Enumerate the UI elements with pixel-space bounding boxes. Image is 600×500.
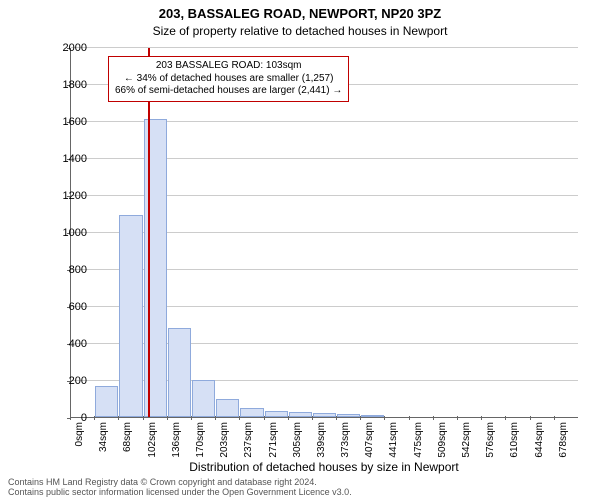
- x-tick-mark: [336, 416, 337, 420]
- bar: [119, 215, 142, 417]
- y-tick-label: 1200: [37, 190, 87, 202]
- x-tick-mark: [191, 416, 192, 420]
- y-tick-label: 2000: [37, 42, 87, 54]
- title-subtitle: Size of property relative to detached ho…: [0, 24, 600, 38]
- x-tick-mark: [409, 416, 410, 420]
- y-tick-label: 200: [37, 375, 87, 387]
- x-axis-label: Distribution of detached houses by size …: [70, 460, 578, 474]
- gridline: [71, 47, 578, 48]
- bar: [361, 415, 384, 417]
- bar: [313, 413, 336, 417]
- x-tick-mark: [457, 416, 458, 420]
- x-tick-mark: [264, 416, 265, 420]
- y-tick-label: 1000: [37, 227, 87, 239]
- annotation-line-3: 66% of semi-detached houses are larger (…: [115, 85, 342, 98]
- annotation-line-1: 203 BASSALEG ROAD: 103sqm: [115, 60, 342, 73]
- y-tick-label: 800: [37, 264, 87, 276]
- y-tick-label: 400: [37, 338, 87, 350]
- x-tick-mark: [312, 416, 313, 420]
- bar: [168, 328, 191, 417]
- x-tick-mark: [433, 416, 434, 420]
- x-tick-mark: [288, 416, 289, 420]
- x-tick-mark: [360, 416, 361, 420]
- x-tick-mark: [530, 416, 531, 420]
- y-tick-label: 0: [37, 412, 87, 424]
- x-tick-mark: [384, 416, 385, 420]
- bar: [192, 380, 215, 417]
- footer: Contains HM Land Registry data © Crown c…: [8, 478, 352, 498]
- bar: [265, 411, 288, 417]
- x-tick-mark: [94, 416, 95, 420]
- x-tick-mark: [239, 416, 240, 420]
- x-tick-mark: [505, 416, 506, 420]
- bar: [144, 119, 167, 417]
- y-tick-label: 1400: [37, 153, 87, 165]
- annotation-line-2: ← 34% of detached houses are smaller (1,…: [115, 73, 342, 86]
- marker-line: [148, 48, 150, 417]
- y-tick-label: 600: [37, 301, 87, 313]
- y-tick-label: 1800: [37, 79, 87, 91]
- footer-line-2: Contains public sector information licen…: [8, 488, 352, 498]
- x-tick-mark: [143, 416, 144, 420]
- plot-area: [70, 48, 578, 418]
- x-tick-mark: [167, 416, 168, 420]
- y-tick-label: 1600: [37, 116, 87, 128]
- chart-container: 203, BASSALEG ROAD, NEWPORT, NP20 3PZ Si…: [0, 0, 600, 500]
- bar: [95, 386, 118, 417]
- bar: [240, 408, 263, 417]
- x-tick-mark: [118, 416, 119, 420]
- bar: [337, 414, 360, 417]
- annotation-box: 203 BASSALEG ROAD: 103sqm ← 34% of detac…: [108, 56, 349, 102]
- bar: [216, 399, 239, 418]
- x-tick-mark: [554, 416, 555, 420]
- title-address: 203, BASSALEG ROAD, NEWPORT, NP20 3PZ: [0, 6, 600, 21]
- bar: [289, 412, 312, 417]
- x-tick-mark: [215, 416, 216, 420]
- x-tick-mark: [481, 416, 482, 420]
